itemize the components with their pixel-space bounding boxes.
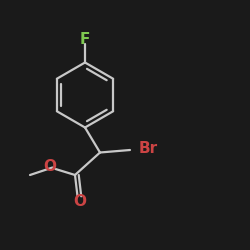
Text: F: F <box>80 32 90 48</box>
Text: O: O <box>43 159 56 174</box>
Text: O: O <box>73 194 86 209</box>
Text: Br: Br <box>139 141 158 156</box>
